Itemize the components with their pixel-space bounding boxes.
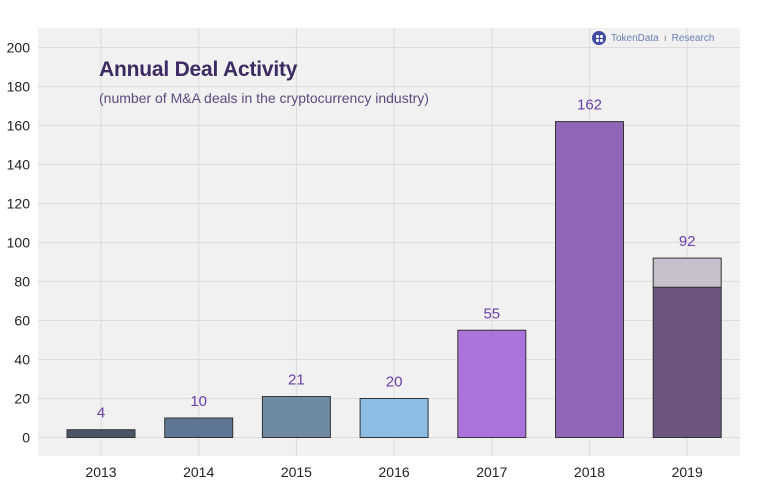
data-label: 162: [577, 97, 602, 114]
bar-2019-upper: [652, 257, 722, 288]
data-label: 92: [679, 233, 696, 250]
data-label: 10: [190, 393, 207, 410]
y-axis-ticks: 0 20 40 60 80 100 120 140 160 180 200: [7, 40, 31, 446]
brand-name: TokenData: [611, 32, 659, 44]
data-label: 4: [97, 405, 105, 422]
bar-2013: [66, 429, 136, 439]
chart-subtitle: (number of M&A deals in the cryptocurren…: [99, 90, 429, 106]
x-tick-label: 2014: [183, 464, 214, 480]
data-label: 21: [288, 372, 305, 389]
bar-2019-lower: [652, 286, 722, 438]
data-label: 20: [386, 374, 403, 391]
brand-section: Research: [671, 32, 715, 44]
y-tick-label: 120: [7, 196, 31, 212]
x-tick-label: 2018: [574, 464, 605, 480]
y-tick-label: 20: [14, 391, 30, 407]
x-tick-label: 2019: [672, 464, 703, 480]
x-tick-label: 2015: [281, 464, 312, 480]
y-tick-label: 180: [7, 79, 31, 95]
y-tick-label: 60: [14, 313, 30, 329]
bar-2018: [555, 121, 624, 438]
y-tick-label: 200: [7, 40, 31, 56]
bar-2017: [457, 329, 527, 438]
y-tick-label: 0: [22, 430, 30, 446]
y-tick-label: 160: [7, 118, 31, 134]
chart-bars: [66, 121, 722, 439]
y-tick-label: 80: [14, 274, 30, 290]
x-tick-label: 2016: [379, 464, 410, 480]
bar-2015: [261, 396, 331, 438]
brand-separator: ı: [663, 32, 667, 44]
y-tick-label: 140: [7, 157, 31, 173]
data-label: 55: [483, 305, 500, 322]
data-labels: 4 10 21 20 55 162 92: [97, 97, 696, 422]
y-tick-label: 100: [7, 235, 31, 251]
brand-badge: TokenData ı Research: [592, 29, 714, 47]
x-tick-label: 2017: [476, 464, 507, 480]
bar-2016: [359, 398, 429, 438]
chart-title: Annual Deal Activity: [99, 58, 298, 81]
x-tick-label: 2013: [85, 464, 116, 480]
tokendata-logo-icon: [592, 31, 606, 45]
bar-2014: [164, 417, 234, 438]
y-tick-label: 40: [14, 352, 30, 368]
x-axis-ticks: 2013 2014 2015 2016 2017 2018 2019: [85, 464, 703, 480]
